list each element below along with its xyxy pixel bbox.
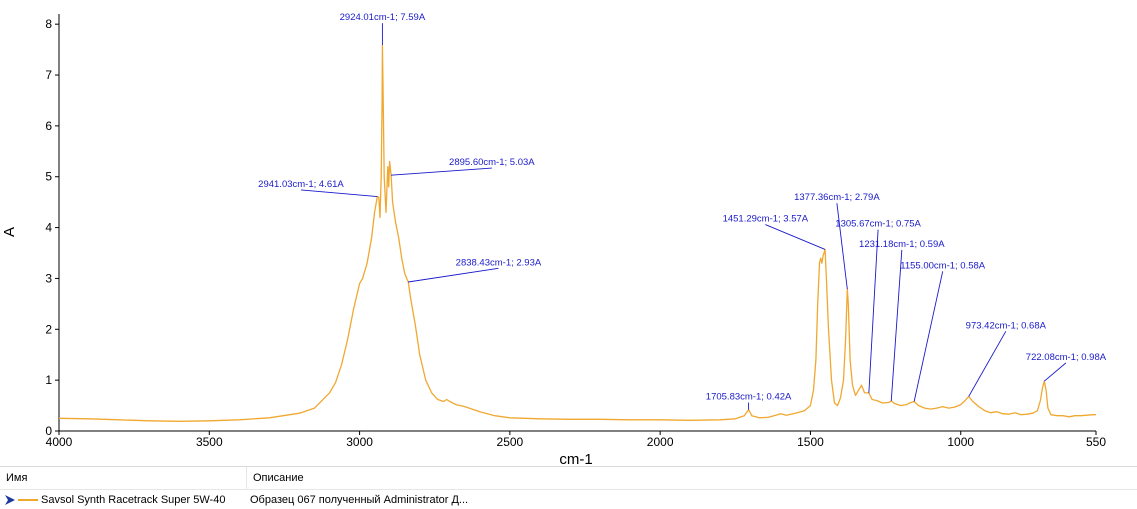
peak-label: 2895.60cm-1; 5.03A xyxy=(449,157,535,168)
x-tick-label: 2500 xyxy=(497,435,524,449)
x-tick-label: 3500 xyxy=(196,435,223,449)
legend-header: Имя Описание xyxy=(0,467,1137,490)
x-tick-label: 4000 xyxy=(46,435,73,449)
peak-label: 1231.18cm-1; 0.59A xyxy=(859,239,945,250)
y-tick-label: 0 xyxy=(45,424,52,438)
y-axis-label: A xyxy=(1,227,18,237)
peak-leader-line xyxy=(390,167,492,176)
y-tick-label: 3 xyxy=(45,271,52,285)
peak-leader-line xyxy=(968,331,1007,397)
spectrum-line xyxy=(58,44,1096,422)
y-tick-label: 4 xyxy=(45,221,52,235)
peak-leader-line xyxy=(408,267,499,283)
chart-axes xyxy=(58,14,1096,432)
peak-label: 1705.83cm-1; 0.42A xyxy=(706,392,792,403)
peak-label: 973.42cm-1; 0.68A xyxy=(966,320,1047,331)
peak-leader-line xyxy=(765,224,826,250)
x-tick-label: 550 xyxy=(1086,435,1106,449)
legend-series-description: Образец 067 полученный Administrator Д..… xyxy=(250,493,469,506)
y-tick-label: 5 xyxy=(45,170,52,184)
x-tick-label: 2000 xyxy=(647,435,674,449)
column-header-description[interactable]: Описание xyxy=(253,472,304,484)
selected-row-arrow-icon xyxy=(5,494,15,505)
peak-leader-line xyxy=(300,189,378,198)
legend-series-name: Savsol Synth Racetrack Super 5W-40 xyxy=(41,493,226,506)
chart-series xyxy=(58,44,1096,422)
peak-label: 1305.67cm-1; 0.75A xyxy=(835,219,921,230)
column-header-name[interactable]: Имя xyxy=(0,467,247,489)
peak-label: 1155.00cm-1; 0.58A xyxy=(900,260,986,271)
y-tick-label: 1 xyxy=(45,373,52,387)
y-tick-label: 6 xyxy=(45,119,52,133)
x-axis-label: cm-1 xyxy=(559,451,592,466)
peak-leader-line xyxy=(868,229,879,393)
legend-name-cell: Savsol Synth Racetrack Super 5W-40 xyxy=(0,494,240,506)
y-tick-label: 2 xyxy=(45,322,52,336)
peak-label: 2838.43cm-1; 2.93A xyxy=(456,257,542,268)
peak-leader-line xyxy=(836,203,848,290)
peak-leader-line xyxy=(913,271,944,402)
x-tick-label: 1000 xyxy=(947,435,974,449)
legend-row[interactable]: Savsol Synth Racetrack Super 5W-40 Образ… xyxy=(0,490,1137,509)
chart-annotations: 2924.01cm-1; 7.59A 2941.03cm-1; 4.61A 2895… xyxy=(258,12,1107,410)
x-tick-label: 3000 xyxy=(346,435,373,449)
peak-leader-line xyxy=(1043,362,1067,382)
spectrum-chart: 4000 3500 3000 2500 2000 1500 1000 550 0 1 2 3 4 5 6 7 8… xyxy=(1,12,1107,466)
peak-label: 722.08cm-1; 0.98A xyxy=(1026,352,1107,363)
peak-leader-line xyxy=(890,249,903,402)
series-legend-table: Имя Описание Savsol Synth Racetrack Supe… xyxy=(0,466,1137,509)
peak-label: 1451.29cm-1; 3.57A xyxy=(723,214,809,225)
chart-ticks: 4000 3500 3000 2500 2000 1500 1000 550 0 1 2 3 4 5 6 7 8 xyxy=(45,17,1106,449)
x-tick-label: 1500 xyxy=(797,435,824,449)
peak-label: 1377.36cm-1; 2.79A xyxy=(794,192,880,203)
peak-label: 2924.01cm-1; 7.59A xyxy=(340,12,426,23)
series-color-swatch xyxy=(18,498,38,501)
y-tick-label: 8 xyxy=(45,17,52,31)
peak-label: 2941.03cm-1; 4.61A xyxy=(258,179,344,190)
y-tick-label: 7 xyxy=(45,68,52,82)
